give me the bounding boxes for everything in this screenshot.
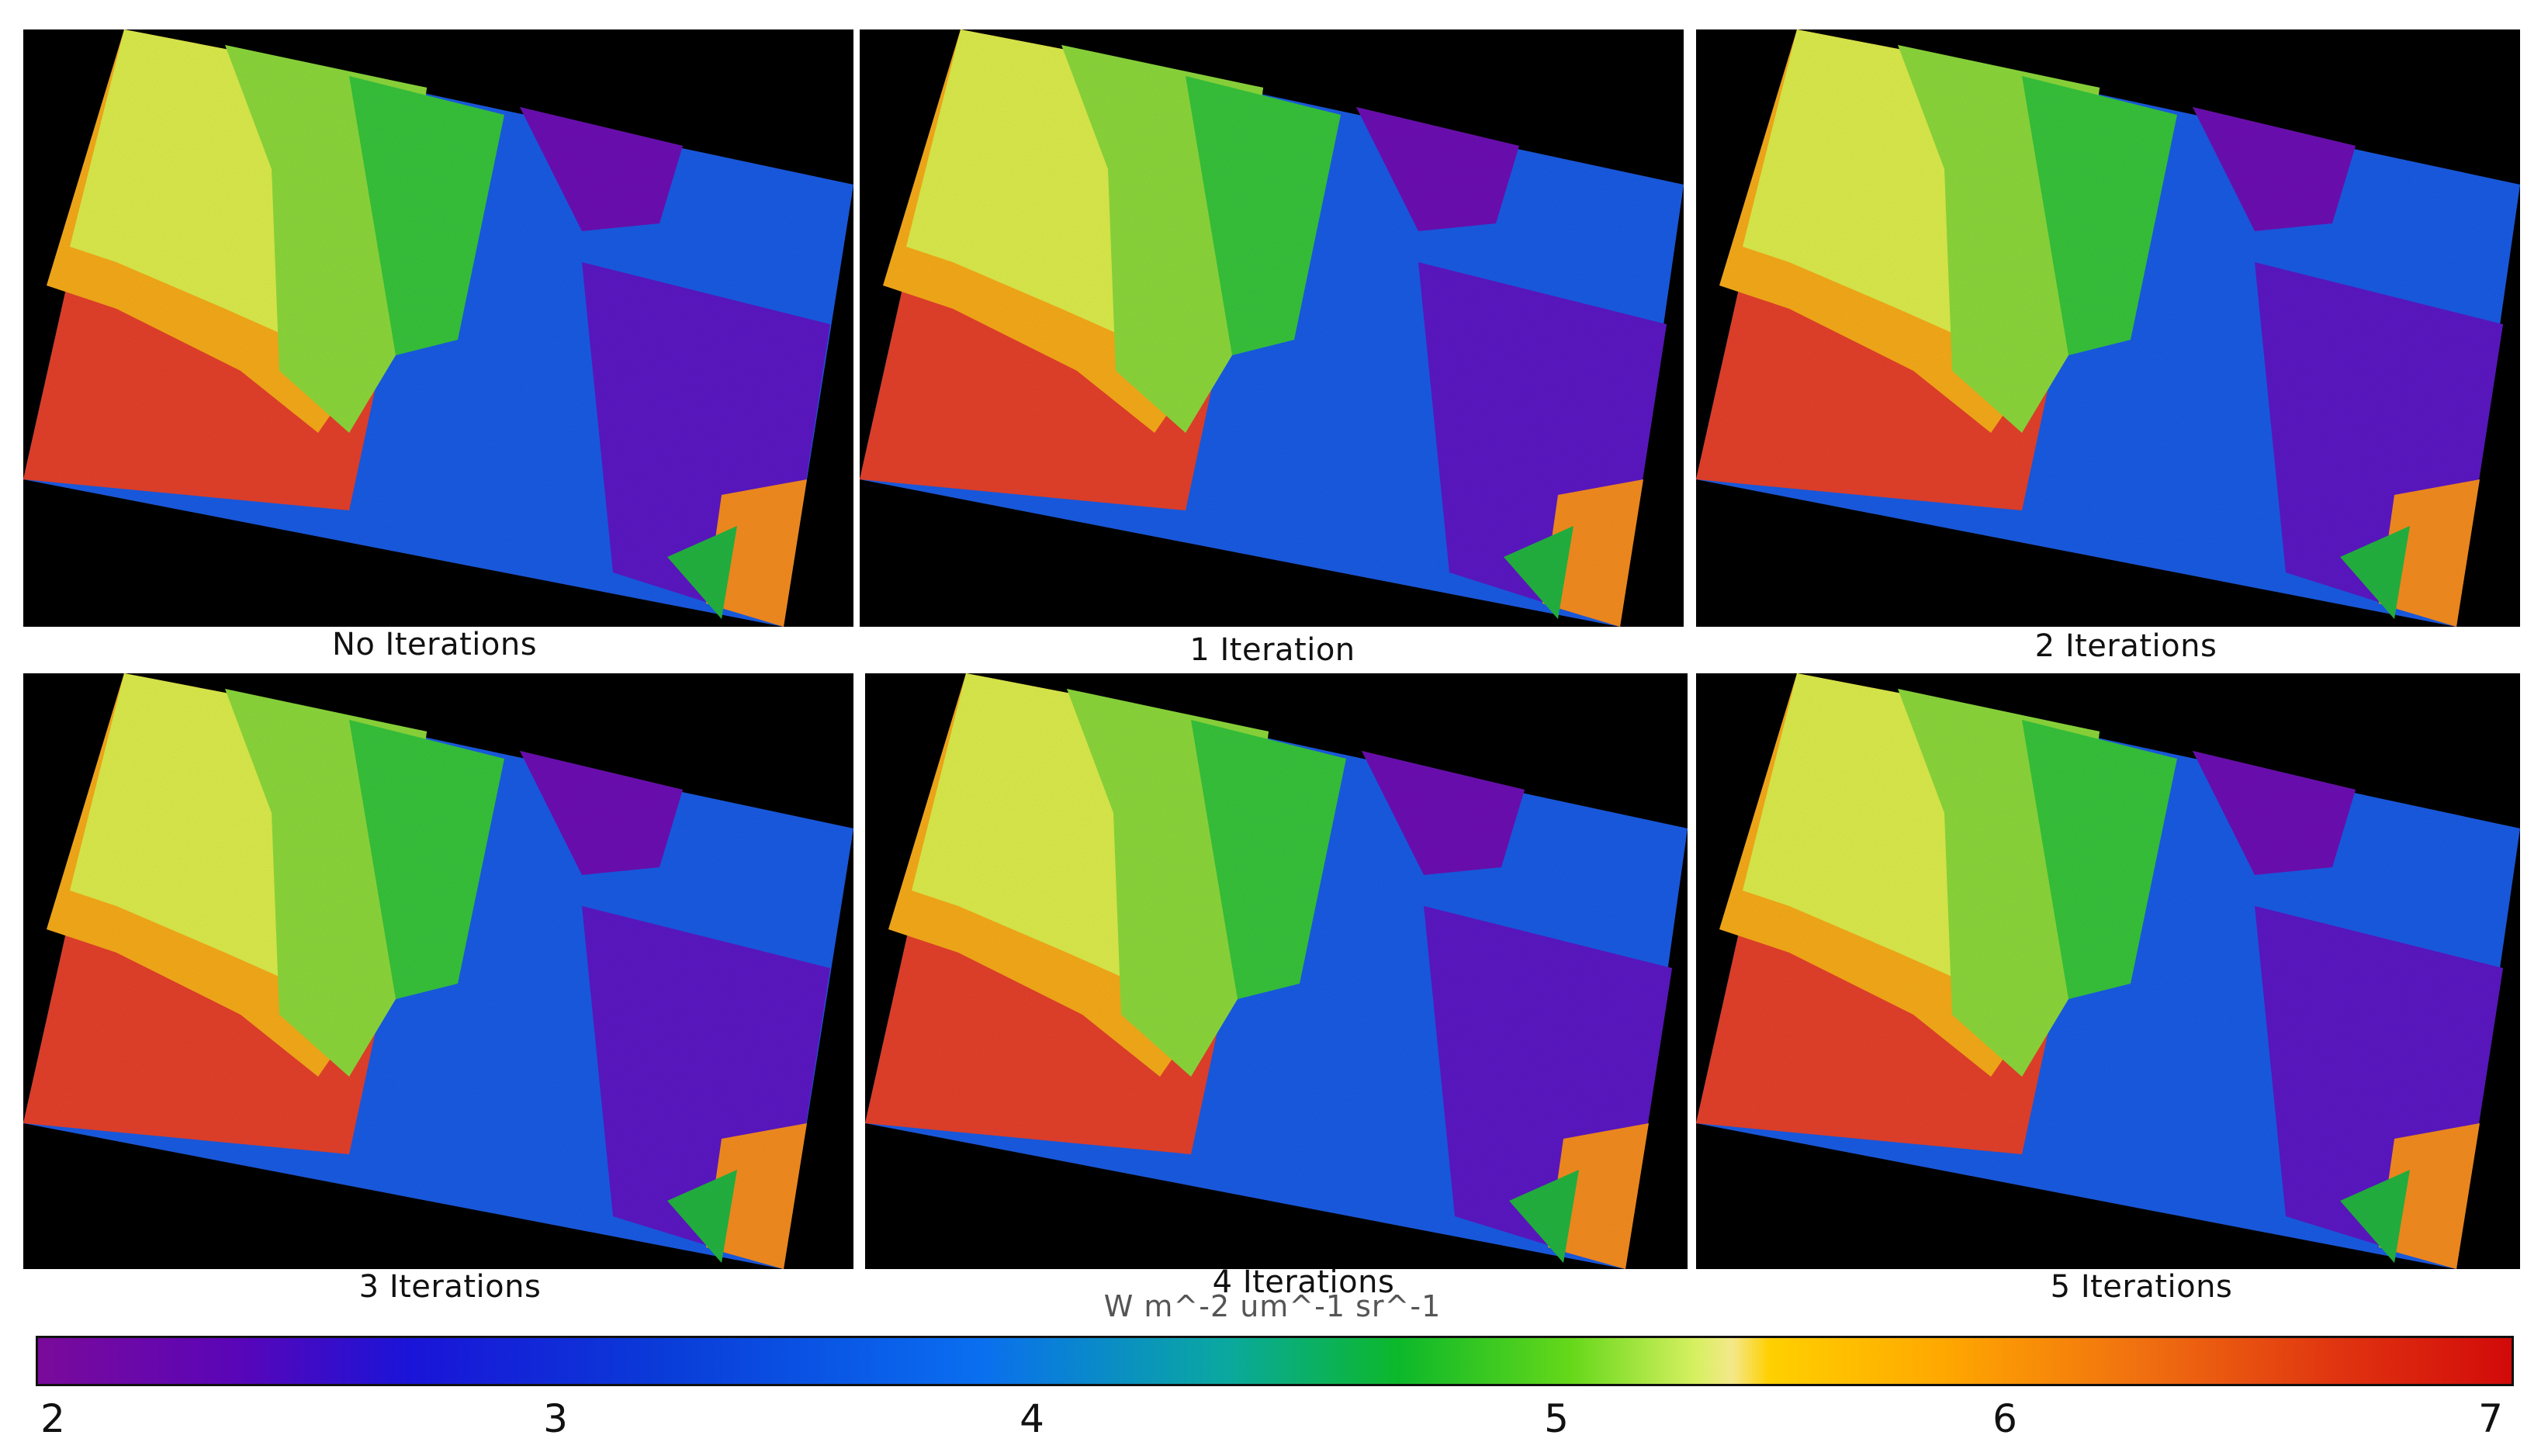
image-panel-no-iterations — [23, 29, 853, 627]
radiance-map — [865, 673, 1688, 1269]
panel-caption: 2 Iterations — [2034, 628, 2217, 664]
radiance-map — [1696, 673, 2520, 1269]
radiance-map — [860, 29, 1684, 627]
radiance-map — [23, 29, 853, 627]
colorbar-tick: 4 — [1020, 1396, 1044, 1441]
colorbar-tick: 2 — [40, 1396, 65, 1441]
image-panel-2-iterations — [1696, 29, 2520, 627]
panel-caption: 1 Iteration — [1189, 632, 1355, 668]
image-panel-3-iterations — [23, 673, 853, 1269]
colorbar-unit-label: W m^-2 um^-1 sr^-1 — [1103, 1289, 1442, 1323]
image-panel-5-iterations — [1696, 673, 2520, 1269]
colorbar-tick: 5 — [1544, 1396, 1569, 1441]
radiance-map — [23, 673, 853, 1269]
panel-caption: 5 Iterations — [2050, 1269, 2233, 1305]
radiance-map — [1696, 29, 2520, 627]
image-panel-4-iterations — [865, 673, 1688, 1269]
image-panel-1-iteration — [860, 29, 1684, 627]
panel-caption: 3 Iterations — [358, 1269, 542, 1305]
colorbar-tick: 6 — [1992, 1396, 2017, 1441]
colorbar-tick: 7 — [2478, 1396, 2503, 1441]
panel-caption: 4 Iterations — [1212, 1264, 1395, 1300]
panel-caption: No Iterations — [331, 627, 538, 662]
colorbar — [36, 1336, 2514, 1386]
colorbar-tick: 3 — [543, 1396, 568, 1441]
